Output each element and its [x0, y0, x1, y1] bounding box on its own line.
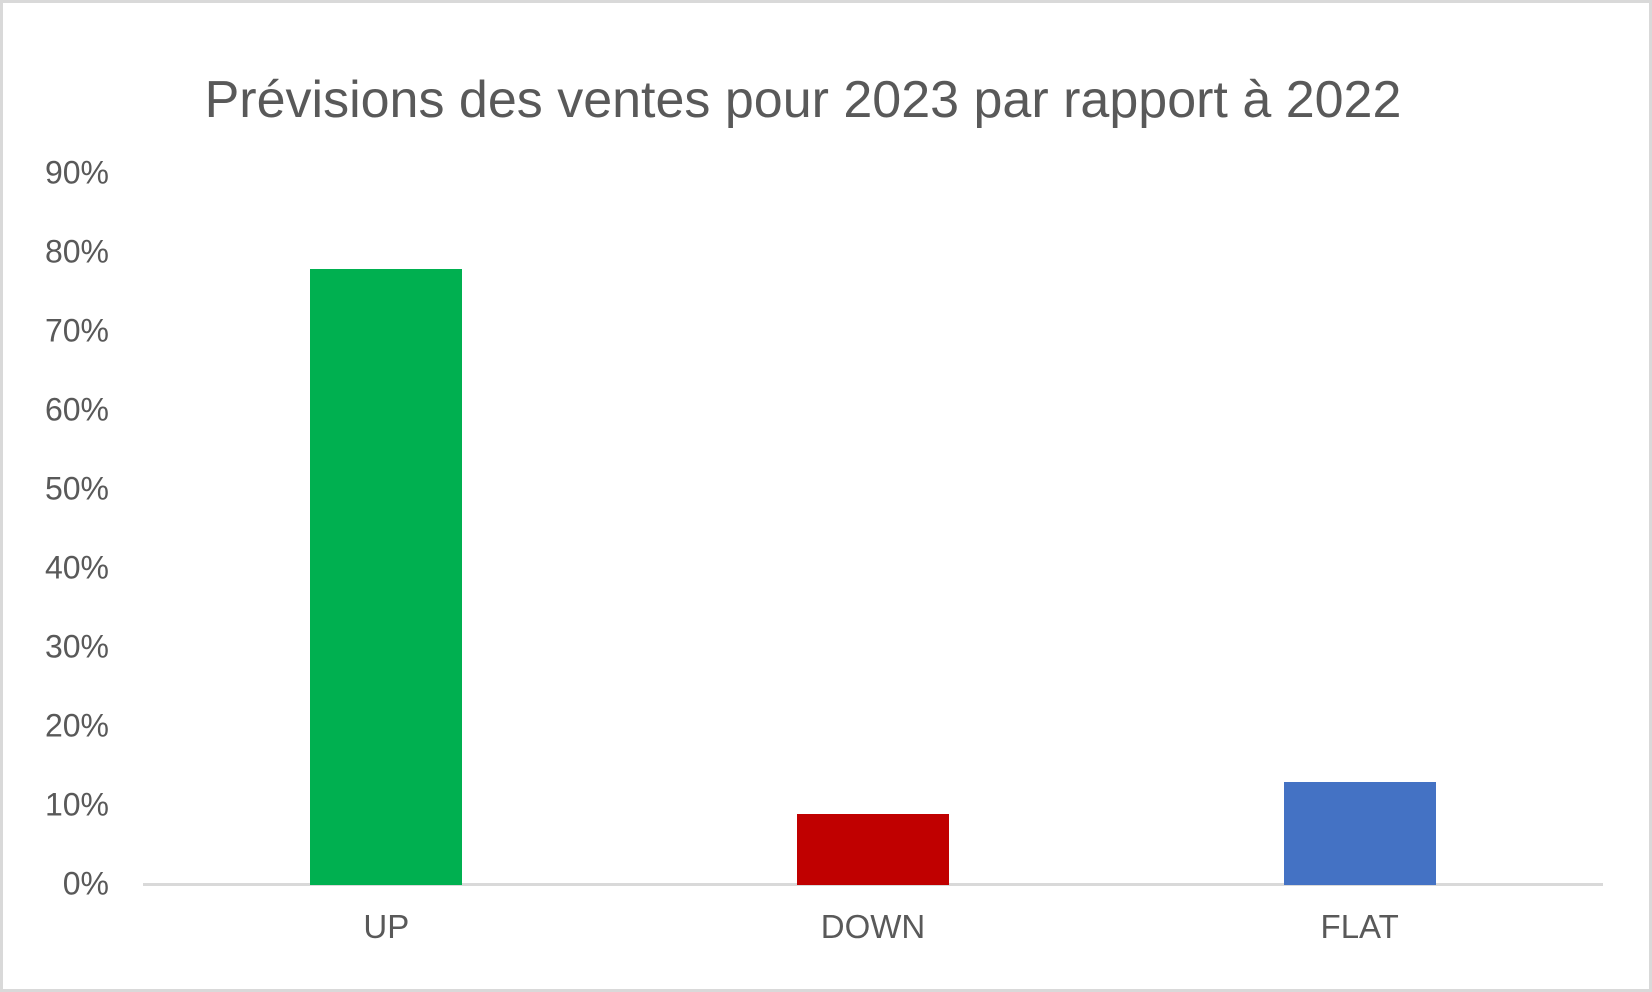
- y-tick-label-30: 30%: [44, 628, 109, 665]
- category-label-down: DOWN: [820, 908, 926, 945]
- y-tick-label-50: 50%: [44, 470, 109, 507]
- category-label-flat: FLAT: [1320, 908, 1399, 945]
- y-tick-label-90: 90%: [44, 154, 109, 191]
- y-tick-label-60: 60%: [44, 391, 109, 428]
- chart-title: Prévisions des ventes pour 2023 par rapp…: [204, 71, 1402, 129]
- bar-flat: [1283, 782, 1436, 885]
- y-tick-label-10: 10%: [44, 786, 109, 823]
- y-tick-label-80: 80%: [44, 233, 109, 270]
- bar-up: [310, 268, 463, 885]
- y-tick-label-70: 70%: [44, 312, 109, 349]
- y-tick-label-40: 40%: [44, 549, 109, 586]
- y-tick-label-0: 0%: [62, 865, 109, 902]
- y-tick-label-20: 20%: [44, 707, 109, 744]
- bar-down: [797, 813, 949, 885]
- category-label-up: UP: [363, 908, 410, 945]
